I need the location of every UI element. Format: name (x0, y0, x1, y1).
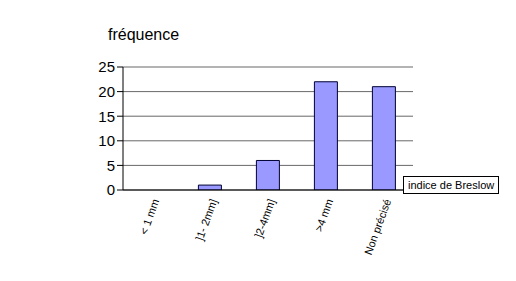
svg-text:15: 15 (98, 108, 115, 125)
svg-text:< 1 mm: < 1 mm (137, 197, 161, 236)
svg-text:]1- 2mm]: ]1- 2mm] (193, 197, 219, 242)
html-text:fréquence: fréquence (108, 26, 180, 43)
svg-text:]2-4mm]: ]2-4mm] (252, 197, 277, 239)
html-text:indice de Breslow: indice de Breslow (408, 179, 495, 191)
svg-text:25: 25 (98, 58, 115, 75)
svg-text:5: 5 (107, 157, 115, 174)
svg-text:>4 mm: >4 mm (312, 197, 335, 233)
svg-text:Non précisé: Non précisé (362, 197, 393, 256)
svg-text:10: 10 (98, 132, 115, 149)
svg-text:0: 0 (107, 181, 115, 198)
svg-text:20: 20 (98, 83, 115, 100)
